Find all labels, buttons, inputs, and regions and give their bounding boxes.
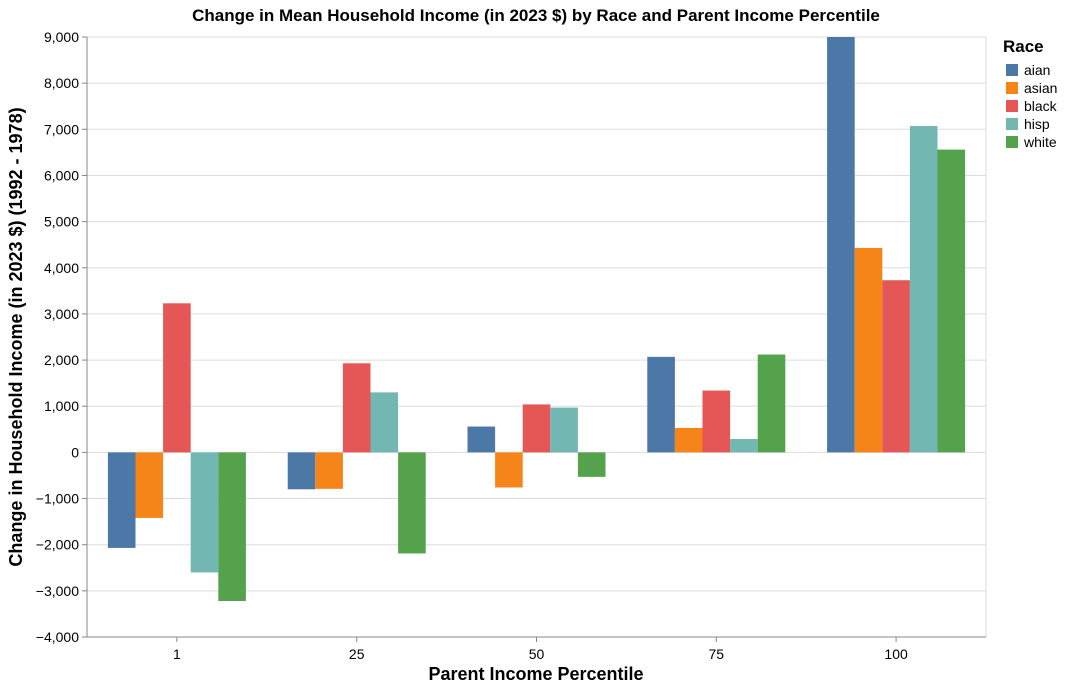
bar-aian-25	[287, 452, 316, 490]
y-tick-label: 8,000	[44, 75, 79, 91]
y-tick-label: −4,000	[36, 629, 79, 645]
y-tick-label: 9,000	[44, 29, 79, 45]
bar-white-50	[577, 452, 606, 477]
bar-asian-1	[135, 452, 164, 518]
y-tick-label: −1,000	[36, 491, 79, 507]
bar-white-1	[218, 452, 246, 601]
y-axis-title: Change in Household Income (in 2023 $) (…	[6, 107, 26, 566]
bar-black-25	[342, 363, 371, 453]
x-axis-title: Parent Income Percentile	[428, 664, 643, 684]
bar-aian-50	[467, 426, 496, 453]
y-tick-label: 3,000	[44, 306, 79, 322]
bar-asian-50	[495, 452, 523, 488]
legend-label-aian: aian	[1024, 62, 1050, 78]
legend-swatch-aian	[1006, 64, 1018, 76]
bar-black-50	[522, 404, 551, 453]
bar-asian-100	[854, 247, 883, 453]
bar-aian-1	[107, 452, 136, 548]
y-tick-label: 4,000	[44, 260, 79, 276]
y-axis-ticks: −4,000 −3,000 −2,000 −1,000 0 1,000 2,000 3,000…	[36, 29, 87, 645]
legend-swatch-white	[1006, 136, 1018, 148]
bar-white-100	[937, 149, 966, 453]
bar-hisp-50	[550, 407, 578, 453]
x-tick-label: 100	[884, 646, 908, 662]
bar-hisp-1	[190, 452, 219, 573]
bar-white-25	[398, 452, 426, 554]
x-tick-label: 50	[529, 646, 545, 662]
bar-hisp-100	[909, 126, 938, 453]
bar-black-100	[882, 280, 910, 453]
bar-hisp-25	[370, 392, 399, 453]
legend-label-black: black	[1024, 98, 1058, 114]
y-tick-label: 5,000	[44, 214, 79, 230]
x-tick-label: 1	[173, 646, 181, 662]
bar-aian-100	[827, 37, 855, 453]
legend-swatch-black	[1006, 100, 1018, 112]
legend-label-hisp: hisp	[1024, 116, 1050, 132]
y-tick-label: −2,000	[36, 537, 79, 553]
y-tick-label: 6,000	[44, 167, 79, 183]
bar-asian-75	[674, 427, 703, 453]
legend-label-asian: asian	[1024, 80, 1057, 96]
bar-aian-75	[647, 356, 675, 453]
chart-title: Change in Mean Household Income (in 2023…	[192, 6, 880, 25]
x-axis-ticks: 1 25 50 75 100	[173, 637, 908, 662]
y-tick-label: 7,000	[44, 121, 79, 137]
legend-title: Race	[1003, 37, 1044, 56]
legend-swatch-asian	[1006, 82, 1018, 94]
legend-items: aian asian black hisp white	[1006, 62, 1058, 150]
x-tick-label: 25	[349, 646, 365, 662]
bar-black-1	[163, 303, 191, 453]
bar-hisp-75	[730, 439, 758, 453]
y-tick-label: 2,000	[44, 352, 79, 368]
legend-label-white: white	[1023, 134, 1057, 150]
bar-asian-25	[315, 452, 343, 489]
bar-white-75	[757, 354, 786, 453]
bars	[107, 37, 966, 601]
y-tick-label: 1,000	[44, 398, 79, 414]
y-tick-label: −3,000	[36, 583, 79, 599]
bar-black-75	[702, 390, 731, 453]
x-tick-label: 75	[709, 646, 725, 662]
legend: Race aian asian black hisp white	[1003, 37, 1058, 150]
legend-swatch-hisp	[1006, 118, 1018, 130]
y-tick-label: 0	[71, 444, 79, 460]
